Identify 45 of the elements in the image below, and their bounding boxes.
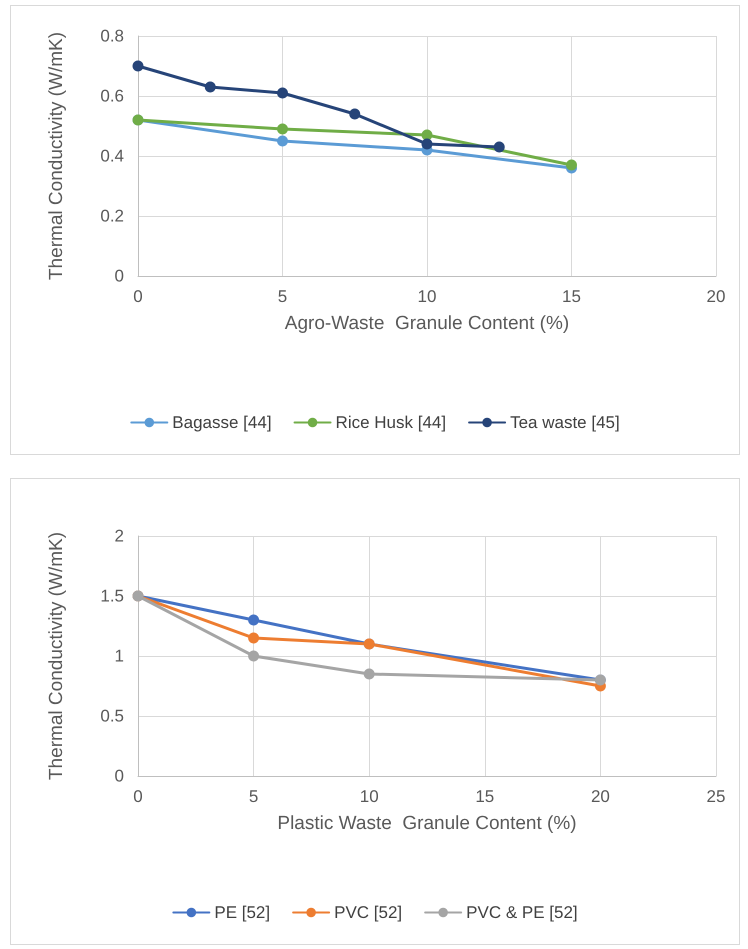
legend-label: Tea waste [45] xyxy=(510,413,620,432)
y-tick-label: 0.6 xyxy=(100,86,124,106)
x-tick-label: 0 xyxy=(133,787,143,806)
point xyxy=(277,124,288,134)
legend-label: Rice Husk [44] xyxy=(336,413,446,432)
point xyxy=(248,614,260,626)
y-tick-label: 0 xyxy=(114,266,124,286)
point xyxy=(132,60,144,72)
point xyxy=(277,136,288,146)
point xyxy=(248,632,260,644)
point xyxy=(566,160,577,170)
point xyxy=(422,138,432,150)
point xyxy=(204,82,216,92)
legend-label: Bagasse [44] xyxy=(172,413,272,432)
point xyxy=(277,88,288,98)
point xyxy=(422,130,432,140)
x-tick-label: 20 xyxy=(706,287,726,306)
x-tick-label: 5 xyxy=(278,287,288,306)
y-tick-label: 1.5 xyxy=(100,586,124,606)
point xyxy=(494,142,505,152)
x-tick-label: 25 xyxy=(706,787,726,806)
x-tick-label: 10 xyxy=(418,287,436,306)
legend-label: PE [52] xyxy=(214,903,270,922)
x-tick-label: 10 xyxy=(360,787,379,806)
y-tick-label: 0 xyxy=(114,766,124,786)
legend-label: PVC [52] xyxy=(334,903,402,922)
y-tick-label: 0.4 xyxy=(100,146,124,166)
x-tick-label: 0 xyxy=(133,287,143,306)
y-axis-title: Thermal Conductivity (W/mK) xyxy=(46,532,67,780)
legend-label: PVC & PE [52] xyxy=(466,903,578,922)
y-tick-label: 0.5 xyxy=(100,706,124,726)
y-tick-label: 0.2 xyxy=(100,206,124,226)
y-tick-label: 0.8 xyxy=(100,26,124,46)
y-tick-label: 1 xyxy=(114,646,124,666)
point xyxy=(248,650,260,662)
x-tick-label: 15 xyxy=(475,787,494,806)
x-tick-label: 15 xyxy=(562,287,581,306)
point xyxy=(349,108,360,120)
y-axis-title: Thermal Conductivity (W/mK) xyxy=(46,32,67,280)
x-tick-label: 20 xyxy=(590,787,610,806)
x-axis-title: Agro-Waste Granule Content (%) xyxy=(284,313,570,334)
x-tick-label: 5 xyxy=(248,787,258,806)
point xyxy=(364,668,375,680)
y-tick-label: 2 xyxy=(114,526,124,546)
x-axis-title: Plastic Waste Granule Content (%) xyxy=(277,813,577,834)
